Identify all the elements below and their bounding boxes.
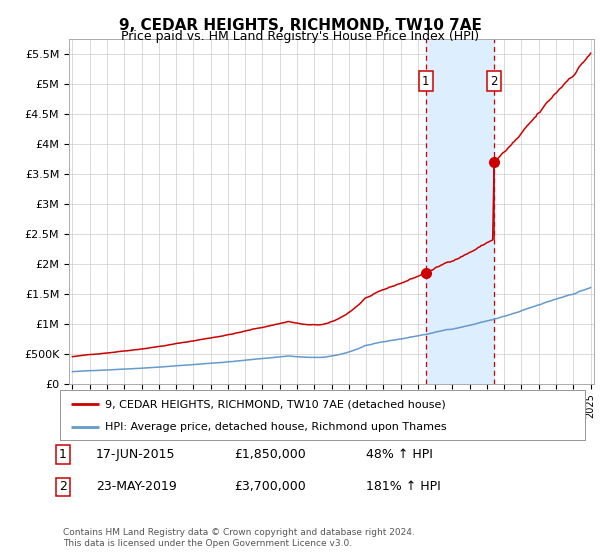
Text: 2: 2 [490,74,497,87]
Text: 9, CEDAR HEIGHTS, RICHMOND, TW10 7AE (detached house): 9, CEDAR HEIGHTS, RICHMOND, TW10 7AE (de… [104,399,445,409]
Text: HPI: Average price, detached house, Richmond upon Thames: HPI: Average price, detached house, Rich… [104,422,446,432]
Text: Contains HM Land Registry data © Crown copyright and database right 2024.
This d: Contains HM Land Registry data © Crown c… [63,528,415,548]
Text: 2: 2 [59,480,67,493]
Text: 181% ↑ HPI: 181% ↑ HPI [366,480,441,493]
Text: 1: 1 [59,448,67,461]
Text: £1,850,000: £1,850,000 [234,448,306,461]
Text: £3,700,000: £3,700,000 [234,480,306,493]
Text: 48% ↑ HPI: 48% ↑ HPI [366,448,433,461]
Text: 23-MAY-2019: 23-MAY-2019 [96,480,177,493]
Text: Price paid vs. HM Land Registry's House Price Index (HPI): Price paid vs. HM Land Registry's House … [121,30,479,43]
Bar [426,39,494,384]
Text: 17-JUN-2015: 17-JUN-2015 [96,448,176,461]
Text: 1: 1 [422,74,430,87]
Text: 9, CEDAR HEIGHTS, RICHMOND, TW10 7AE: 9, CEDAR HEIGHTS, RICHMOND, TW10 7AE [119,18,481,33]
